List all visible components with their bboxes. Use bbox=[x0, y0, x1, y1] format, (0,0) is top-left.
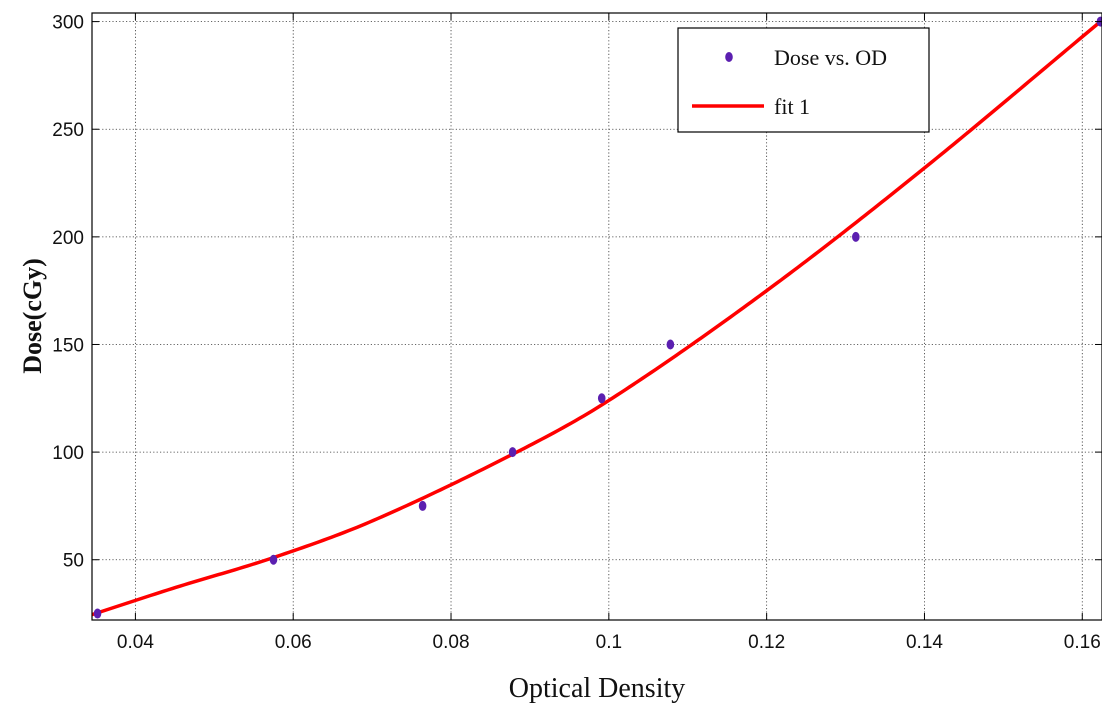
x-tick-label: 0.04 bbox=[117, 632, 154, 653]
legend-label-fit-1: fit 1 bbox=[774, 94, 810, 119]
plot-area-frame bbox=[91, 12, 1102, 621]
y-tick-label: 300 bbox=[52, 13, 84, 34]
x-tick-label: 0.14 bbox=[906, 632, 943, 653]
legend-marker-dose-vs-od bbox=[725, 52, 733, 62]
x-tick-label: 0.1 bbox=[596, 632, 622, 653]
legend-label-dose-vs-od: Dose vs. OD bbox=[774, 45, 887, 70]
legend: Dose vs. OD fit 1 bbox=[677, 27, 930, 133]
data-point bbox=[269, 554, 278, 565]
x-tick-label: 0.12 bbox=[748, 632, 785, 653]
fit-layer bbox=[91, 20, 1102, 617]
y-axis-ticks: 50 100 150 200 250 300 bbox=[52, 13, 1102, 572]
x-axis-label: Optical Density bbox=[509, 673, 686, 704]
x-tick-label: 0.08 bbox=[433, 632, 470, 653]
legend-box bbox=[677, 27, 930, 133]
y-tick-label: 250 bbox=[52, 120, 84, 141]
grid bbox=[92, 13, 1102, 620]
x-tick-label: 0.16 bbox=[1064, 632, 1101, 653]
x-tick-label: 0.06 bbox=[275, 632, 312, 653]
y-tick-label: 150 bbox=[52, 335, 84, 356]
y-tick-label: 200 bbox=[52, 228, 84, 249]
y-axis-label: Dose(cGy) bbox=[18, 258, 47, 374]
data-point bbox=[852, 231, 860, 242]
data-point bbox=[418, 500, 427, 511]
data-point bbox=[597, 393, 606, 404]
points-layer bbox=[93, 16, 1102, 619]
data-point bbox=[93, 608, 102, 619]
y-tick-label: 100 bbox=[52, 443, 84, 464]
data-point bbox=[508, 447, 517, 458]
fit-1-line bbox=[91, 20, 1102, 617]
data-point bbox=[666, 339, 675, 350]
x-axis-ticks: 0.04 0.06 0.08 0.1 0.12 0.14 0.16 bbox=[117, 13, 1101, 653]
y-tick-label: 50 bbox=[63, 551, 84, 572]
